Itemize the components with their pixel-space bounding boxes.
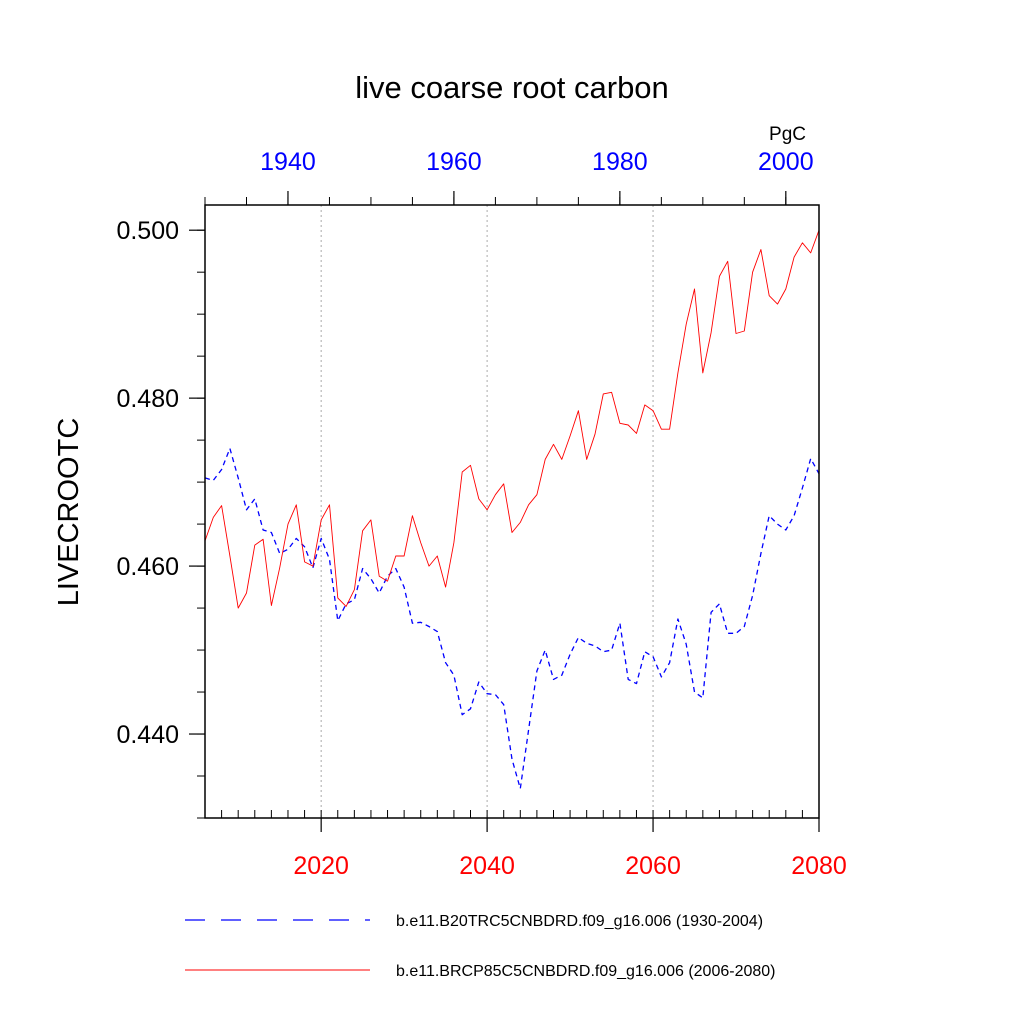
x-top-tick-label: 1980 <box>592 148 648 176</box>
x-bottom-tick-label: 2060 <box>625 852 681 880</box>
legend: b.e11.B20TRC5CNBDRD.f09_g16.006 (1930-20… <box>185 913 775 980</box>
y-tick-label: 0.460 <box>116 553 179 581</box>
y-tick-label: 0.500 <box>116 217 179 245</box>
x-top-tick-label: 1960 <box>426 148 482 176</box>
axis-tick-labels: 0.440 0.460 0.480 0.500 2020 2040 2060 2080 1940… <box>116 148 846 880</box>
gridlines <box>320 205 654 818</box>
legend-label-rcp85: b.e11.BRCP85C5CNBDRD.f09_g16.006 (2006-2… <box>396 963 775 980</box>
y-tick-label: 0.480 <box>116 385 179 413</box>
units-label: PgC <box>769 124 806 145</box>
series-line-historical <box>204 447 820 790</box>
legend-label-historical: b.e11.B20TRC5CNBDRD.f09_g16.006 (1930-20… <box>396 913 763 930</box>
axis-ticks <box>189 191 820 832</box>
chart-title: live coarse root carbon <box>355 70 669 105</box>
x-top-tick-label: 2000 <box>758 148 814 176</box>
x-top-tick-label: 1940 <box>260 148 316 176</box>
plot-series <box>204 230 820 790</box>
x-bottom-tick-label: 2080 <box>791 852 847 880</box>
x-bottom-tick-label: 2040 <box>459 852 515 880</box>
x-bottom-tick-label: 2020 <box>293 852 349 880</box>
y-tick-label: 0.440 <box>116 721 179 749</box>
y-axis-label: LIVECROOTC <box>53 418 85 607</box>
series-line-rcp85 <box>204 230 820 609</box>
plot-frame <box>204 204 820 819</box>
